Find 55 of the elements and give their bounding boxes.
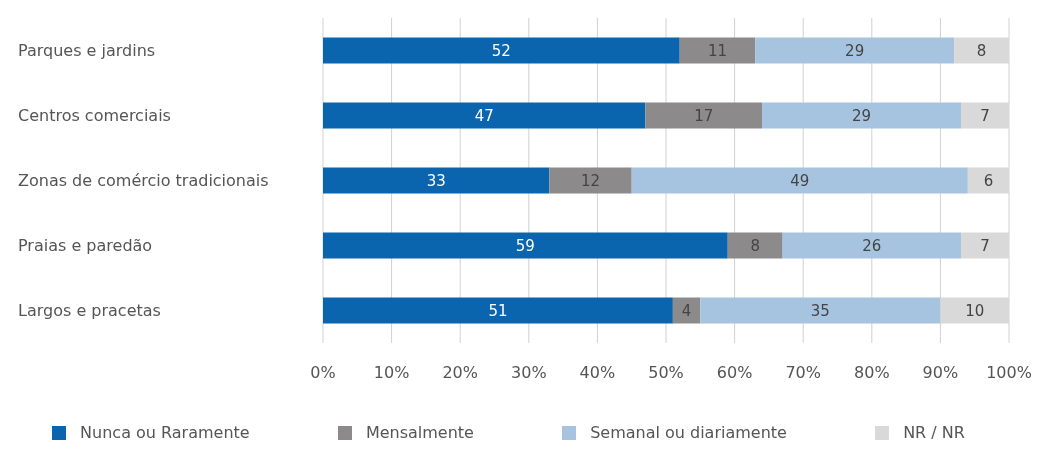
- data-label: 7: [980, 106, 990, 125]
- data-label: 59: [515, 236, 535, 255]
- data-label: 12: [580, 171, 601, 190]
- y-tick-label: Parques e jardins: [18, 40, 156, 60]
- data-label: 49: [790, 171, 810, 190]
- data-label: 33: [426, 171, 446, 190]
- x-tick-label: 20%: [442, 363, 478, 383]
- bar: [631, 167, 968, 194]
- bar: [323, 167, 550, 194]
- data-label: 26: [862, 236, 882, 255]
- data-label: 52: [491, 41, 511, 60]
- x-tick-label: 80%: [854, 363, 890, 383]
- data-label: 17: [694, 106, 714, 125]
- bar: [679, 37, 756, 64]
- data-label: 6: [983, 171, 994, 190]
- data-label: 29: [851, 106, 872, 125]
- x-tick-label: 0%: [310, 363, 336, 383]
- x-tick-label: 70%: [785, 363, 821, 383]
- x-tick-label: 100%: [986, 363, 1032, 383]
- bar: [323, 232, 728, 259]
- bar: [645, 102, 763, 129]
- y-tick-label: Zonas de comércio tradicionais: [18, 170, 269, 190]
- x-tick-label: 30%: [511, 363, 547, 383]
- y-tick-label: Centros comerciais: [18, 105, 171, 125]
- bar: [323, 102, 646, 129]
- data-label: 8: [976, 41, 987, 60]
- x-tick-label: 50%: [648, 363, 684, 383]
- bar: [323, 297, 673, 324]
- legend-label: Semanal ou diariamente: [589, 423, 787, 442]
- data-label: 47: [474, 106, 494, 125]
- bar: [700, 297, 941, 324]
- data-label: 51: [488, 301, 508, 320]
- bar: [672, 297, 701, 324]
- bar: [323, 37, 680, 64]
- legend-label: Mensalmente: [364, 423, 474, 442]
- y-tick-label: Largos e pracetas: [18, 300, 161, 320]
- data-label: 4: [681, 301, 692, 320]
- data-label: 7: [980, 236, 990, 255]
- x-tick-label: 60%: [716, 363, 753, 383]
- data-label: 29: [845, 41, 865, 60]
- data-label: 11: [707, 41, 727, 60]
- x-tick-label: 90%: [922, 363, 959, 383]
- data-label: 10: [965, 301, 985, 320]
- bar: [782, 232, 961, 259]
- data-label: 8: [750, 236, 760, 255]
- legend-label: NR / NR: [902, 423, 965, 442]
- data-label: 35: [810, 301, 830, 320]
- bar: [727, 232, 783, 259]
- bar: [762, 102, 961, 129]
- bar: [755, 37, 955, 64]
- legend-label: Nunca ou Raramente: [79, 423, 250, 442]
- x-tick-label: 10%: [373, 363, 410, 383]
- bar: [549, 167, 632, 194]
- x-tick-label: 40%: [579, 363, 616, 383]
- y-tick-label: Praias e paredão: [18, 235, 153, 255]
